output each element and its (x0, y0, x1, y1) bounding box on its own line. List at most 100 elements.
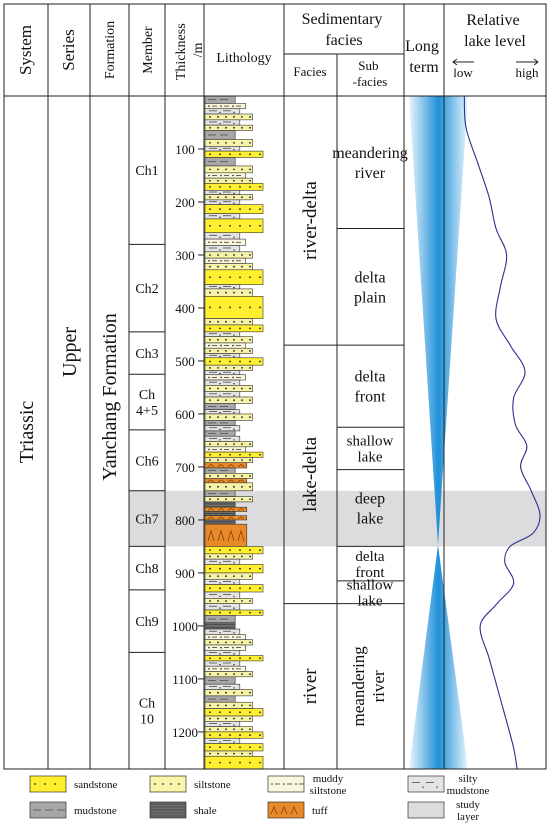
lithology-bed-mudstone (204, 676, 236, 685)
lithology-bed-sandstone (204, 546, 264, 555)
legend-item-mudstone: mudstone (29, 801, 117, 819)
header-formation: Formation (103, 21, 118, 79)
lithology-bed-siltstone (204, 750, 253, 757)
legend-label: sandstone (74, 779, 118, 791)
member-label: Ch 4+5 (136, 388, 158, 419)
legend-swatch (407, 775, 445, 793)
header-system: System (16, 25, 35, 75)
lithology-bed-siltstone (204, 251, 253, 259)
header-facies: Facies (293, 64, 326, 79)
lithology-bed-silty-mudstone (204, 409, 241, 415)
lithology-bed-silty-mudstone (204, 245, 241, 253)
lithology-bed-silty-mudstone (204, 737, 241, 744)
subfacies-label: deep lake (355, 491, 385, 528)
thickness-tick-label: 500 (175, 354, 195, 369)
lithology-bed-mudstone (204, 403, 236, 411)
legend-label: mudstone (74, 805, 117, 817)
system-label: Triassic (16, 401, 38, 464)
lithology-bed-muddy-siltstone (204, 257, 246, 264)
lithology-bed-sandstone (204, 357, 264, 366)
member-label: Ch1 (135, 164, 158, 179)
lithology-bed-siltstone (204, 336, 253, 344)
lithology-bed-sandstone (204, 204, 264, 214)
lithology-bed-siltstone (204, 413, 253, 421)
legend-label: tuff (312, 805, 328, 817)
lithology-bed-silty-mudstone (204, 119, 241, 126)
thickness-tick-label: 400 (175, 301, 195, 316)
subfacies-label: delta front (354, 369, 386, 406)
lithology-bed-silty-mudstone (204, 146, 241, 152)
member-label: Ch9 (135, 615, 158, 630)
axis-high-label: high (515, 65, 539, 80)
thickness-scale: 100 200 300 400 500 600 700 800 900 1000 1100 1200 (172, 142, 204, 740)
header-sub-facies: Sub -facies (353, 58, 388, 89)
lithology-bed-siltstone (204, 385, 253, 392)
lithology-bed-sandstone (204, 564, 264, 574)
lithology-bed-silty-mudstone (204, 425, 241, 432)
lithology-bed-silty-mudstone (204, 213, 241, 220)
lithology-bed-silty-mudstone (204, 558, 241, 565)
lithology-bed-mudstone (204, 430, 236, 437)
lithology-bed-siltstone (204, 701, 253, 709)
lithology-bed-silty-mudstone (204, 353, 241, 359)
legend-item-siltstone: siltstone (149, 775, 231, 793)
member-label: Ch6 (135, 454, 158, 469)
lithology-bed-siltstone (204, 457, 253, 464)
lithology-bed-sandstone (204, 183, 264, 191)
lithology-bed-mudstone (204, 130, 236, 140)
lithology-bed-muddy-siltstone (204, 634, 246, 640)
formation-label: Yanchang Formation (99, 313, 121, 480)
lithology-bed-sandstone (204, 731, 264, 739)
thickness-tick-label: 700 (175, 460, 195, 475)
lithology-bed-sandstone (204, 324, 264, 333)
lithology-bed-siltstone (204, 124, 253, 131)
header-member: Member (141, 26, 156, 74)
lithology-bed-siltstone (204, 194, 253, 201)
legend-swatch (149, 775, 187, 793)
legend-swatch (267, 801, 305, 819)
member-label: Ch 10 (139, 697, 155, 728)
header-relative-lake-level: Relative lake level (464, 12, 526, 50)
lithology-bed-sandstone (204, 150, 264, 158)
thickness-tick-label: 1000 (172, 619, 198, 634)
member-labels: Ch1 Ch2 Ch3 Ch 4+5 Ch6 Ch7 Ch8 Ch9 Ch 10 (135, 164, 158, 728)
lithology-bed-tuff (204, 515, 248, 521)
lithology-bed-siltstone (204, 639, 253, 646)
lithology-bed-siltstone (204, 177, 253, 184)
legend-item-shale: shale (149, 801, 217, 819)
facies-label: river (300, 668, 321, 705)
lithology-bed-mudstone (204, 157, 236, 167)
subfacies-label: shallow lake (347, 434, 394, 466)
long-term-column (409, 96, 468, 769)
lithology-bed-tuff (204, 523, 248, 547)
thickness-tick-label: 100 (175, 142, 195, 157)
lithology-bed-siltstone (204, 165, 253, 174)
lithology-bed-shale (204, 511, 236, 516)
lithology-bed-siltstone (204, 396, 253, 404)
legend-item-tuff: tuff (267, 801, 328, 819)
legend-label: siltstone (194, 779, 231, 791)
lithology-bed-siltstone (204, 139, 253, 147)
legend-item-silty-mudstone: silty mudstone (407, 773, 490, 797)
lithology-bed-tuff (204, 506, 248, 512)
legend-swatch (29, 775, 67, 793)
lithology-bed-mudstone (204, 467, 236, 474)
lithology-bed-muddy-siltstone (204, 446, 246, 453)
legend-swatch (267, 775, 305, 793)
relative-lake-level-curve (463, 95, 541, 770)
thickness-tick-label: 300 (175, 248, 195, 263)
legend-item-study-layer: study layer (407, 799, 480, 823)
lithology-bed-silty-mudstone (204, 721, 241, 727)
legend-item-muddy-siltstone: muddy siltstone (267, 773, 346, 797)
lithology-bed-silty-mudstone (204, 603, 241, 611)
lithology-bed-shale (204, 519, 236, 525)
lithology-bed-silty-mudstone (204, 379, 241, 386)
lithology-bed-mudstone (204, 695, 236, 703)
lithology-bed-siltstone (204, 496, 253, 503)
lithology-bed-silty-mudstone (204, 649, 241, 656)
lithology-bed-mudstone (204, 615, 236, 624)
facies-labels: river-delta lake-delta river (300, 181, 321, 705)
lithology-bed-silty-mudstone (204, 331, 241, 337)
lithology-bed-sandstone (204, 451, 264, 458)
